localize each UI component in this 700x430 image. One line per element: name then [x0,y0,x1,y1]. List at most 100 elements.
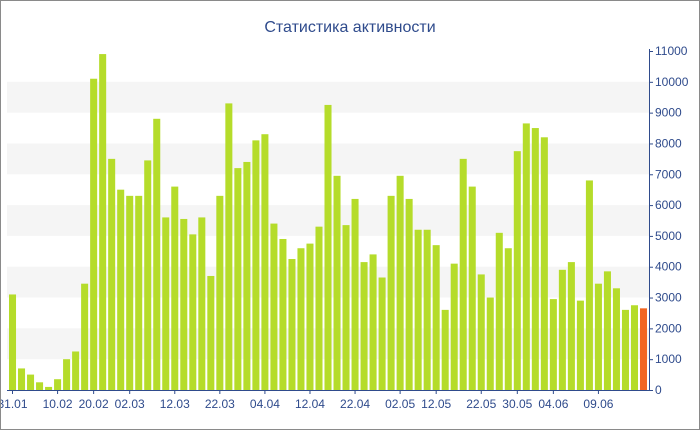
bar [171,186,179,390]
bar [441,309,449,390]
bar [468,186,476,390]
bar [216,195,224,390]
x-tick-label: 09.06 [583,397,613,411]
y-tick-label: 4000 [655,260,682,274]
bar [423,229,431,390]
bar [531,128,539,391]
x-tick-label: 04.06 [538,397,568,411]
bar [351,198,359,390]
bar [495,232,503,390]
chart-title: Статистика активности [264,19,435,36]
bar [378,277,386,390]
y-tick-label: 8000 [655,136,682,150]
bar [90,78,98,391]
x-tick-label: 12.03 [160,397,190,411]
x-tick-label: 12.04 [295,397,325,411]
y-tick-label: 11000 [655,44,688,58]
y-axis-ticks: 0 1000 2000 3000 4000 5000 6000 7000 8000 9000 100… [649,44,689,397]
y-tick-label: 6000 [655,198,682,212]
x-tick-label: 22.05 [466,397,496,411]
bar [126,195,134,390]
bar [252,140,260,390]
bar [450,263,458,390]
x-tick-label: 02.05 [385,397,415,411]
bar [270,223,278,390]
bar [567,262,575,390]
bar [18,368,26,390]
x-axis-ticks: 31.01 10.02 20.02 02.03 12.03 22.03 04.04 12.04… [1,390,614,411]
y-tick-label: 10000 [655,75,689,89]
bar [108,158,116,390]
bar [396,175,404,390]
bar [180,218,188,390]
bar [243,161,251,390]
bar [540,137,548,390]
y-tick-label: 9000 [655,106,682,120]
x-tick-label: 02.03 [115,397,145,411]
bar [261,134,269,390]
y-tick-label: 1000 [655,352,682,366]
bar [144,160,152,390]
bar [279,238,287,390]
bar [288,259,296,390]
bar [189,234,197,390]
bar [504,248,512,390]
bar [414,229,422,390]
y-tick-label: 7000 [655,167,682,181]
bar [234,168,242,390]
x-tick-label: 30.05 [502,397,532,411]
x-tick-label: 10.02 [43,397,73,411]
bar [558,269,566,390]
bar [9,294,17,390]
bar [522,123,530,391]
bar [99,54,107,390]
bar [513,151,521,390]
bar [315,226,323,390]
bar [207,275,215,390]
bar [486,297,494,390]
bar [198,217,206,390]
bar [612,288,620,390]
bar [135,195,143,390]
bar [369,254,377,390]
x-tick-label: 04.04 [250,397,280,411]
x-tick-label: 12.05 [421,397,451,411]
bar [603,271,611,390]
y-tick-label: 2000 [655,321,682,335]
bar-highlighted [639,308,648,390]
bar [477,274,485,390]
bar [63,359,71,390]
bar [297,248,305,390]
bar [36,382,44,390]
bar [621,309,629,390]
x-tick-label: 22.03 [205,397,235,411]
bar [432,245,440,390]
bar [81,283,89,390]
bar [576,300,584,390]
bar [360,262,368,390]
bar [225,103,233,390]
bar [324,104,332,391]
bar [54,379,62,390]
bars [9,54,648,391]
x-tick-label: 22.04 [340,397,370,411]
bar [594,283,602,390]
bar [333,175,341,390]
bar [306,243,314,390]
bar [72,351,80,390]
bar [162,217,170,390]
x-tick-label: 31.01 [1,397,28,411]
bar [387,195,395,390]
bar [153,118,161,391]
bar [459,158,467,390]
bar [342,225,350,390]
y-tick-label: 0 [655,383,662,397]
y-tick-label: 5000 [655,229,682,243]
bar [405,198,413,390]
bar [45,386,53,390]
y-tick-label: 3000 [655,291,682,305]
bar [630,305,638,390]
bar [549,299,557,390]
